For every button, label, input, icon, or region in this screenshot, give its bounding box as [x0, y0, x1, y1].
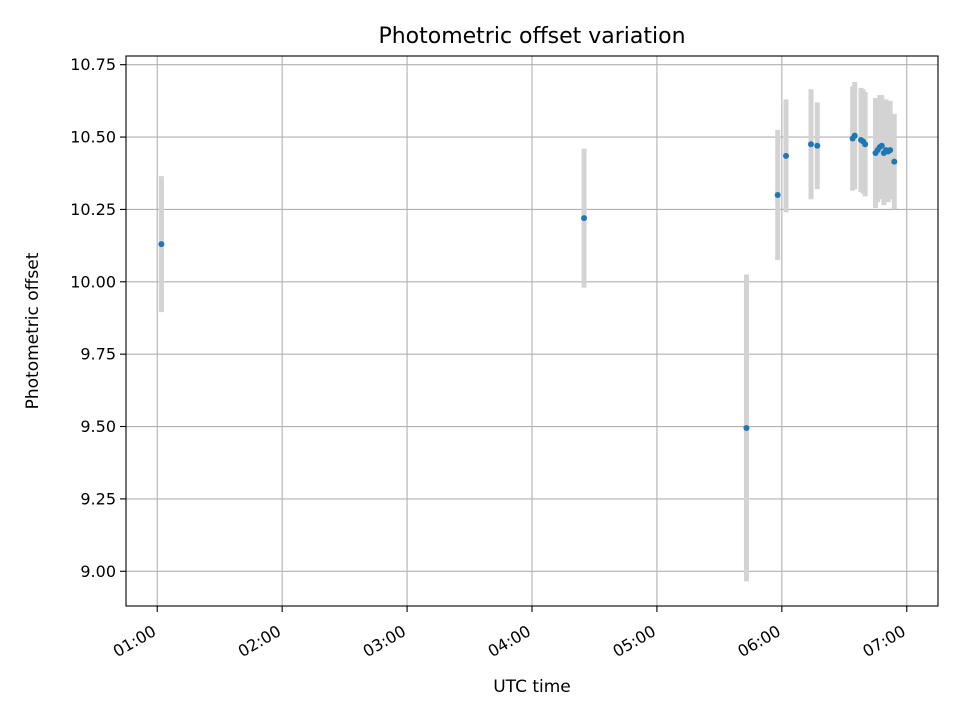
- x-axis-ticks: 01:00 02:00 03:00 04:00 05:00 06:00 07:00: [110, 606, 909, 661]
- y-tick-label: 9.75: [80, 345, 116, 364]
- data-point: [743, 424, 750, 431]
- y-tick-label: 10.75: [70, 55, 116, 74]
- chart-title: Photometric offset variation: [378, 24, 685, 49]
- data-point: [887, 147, 894, 154]
- y-tick-label: 10.00: [70, 272, 116, 291]
- data-point: [862, 141, 869, 148]
- data-point: [807, 141, 814, 148]
- data-point: [891, 158, 898, 165]
- x-tick-label: 01:00: [110, 621, 159, 661]
- x-tick-label: 04:00: [485, 621, 534, 661]
- x-tick-label: 03:00: [360, 621, 409, 661]
- y-tick-label: 9.50: [80, 417, 116, 436]
- x-tick-label: 02:00: [235, 621, 284, 661]
- y-axis-label: Photometric offset: [23, 252, 43, 409]
- data-point: [158, 241, 165, 248]
- x-axis-label: UTC time: [493, 677, 571, 697]
- y-axis-ticks: 9.00 9.25 9.50 9.75 10.00 10.25 10.50 10.75: [70, 55, 126, 581]
- x-tick-label: 07:00: [859, 621, 908, 661]
- x-tick-label: 05:00: [609, 621, 658, 661]
- data-point: [878, 142, 885, 149]
- y-tick-label: 9.25: [80, 489, 116, 508]
- data-point: [783, 152, 790, 159]
- grid: [126, 56, 938, 606]
- data-point: [851, 132, 858, 139]
- y-tick-label: 10.25: [70, 200, 116, 219]
- x-tick-label: 06:00: [734, 621, 783, 661]
- data-points: [158, 132, 898, 431]
- data-point: [774, 191, 781, 198]
- y-tick-label: 9.00: [80, 562, 116, 581]
- data-point: [814, 142, 821, 149]
- y-tick-label: 10.50: [70, 128, 116, 147]
- data-point: [581, 215, 588, 222]
